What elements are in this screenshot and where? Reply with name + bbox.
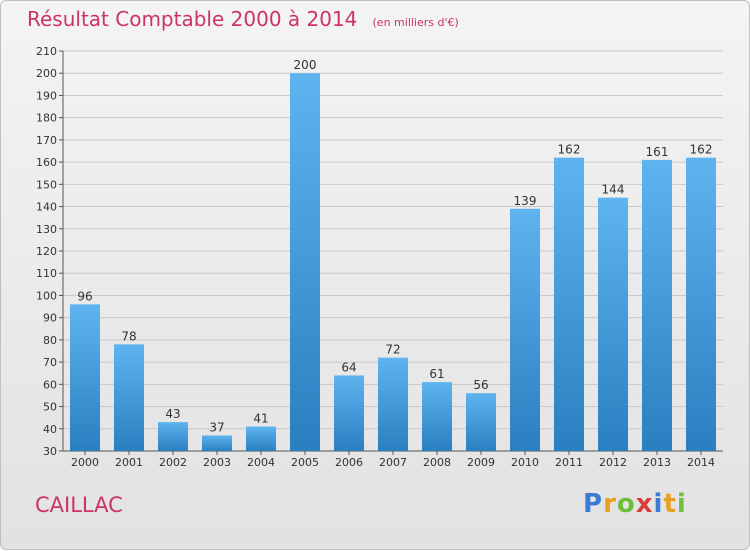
logo-letter: r bbox=[603, 489, 617, 519]
x-tick-label: 2004 bbox=[247, 456, 275, 469]
logo-letter: x bbox=[635, 489, 654, 519]
y-tick-label: 210 bbox=[36, 45, 57, 58]
x-tick-label: 2000 bbox=[71, 456, 99, 469]
x-tick-label: 2008 bbox=[423, 456, 451, 469]
y-tick-label: 50 bbox=[43, 401, 57, 414]
y-tick-label: 60 bbox=[43, 378, 57, 391]
y-tick-label: 200 bbox=[36, 67, 57, 80]
bar-2004 bbox=[246, 426, 276, 451]
x-tick-label: 2003 bbox=[203, 456, 231, 469]
logo-letter: i bbox=[676, 489, 687, 519]
bar-2003 bbox=[202, 435, 232, 451]
bar-2014 bbox=[686, 157, 716, 451]
bar-2005 bbox=[290, 73, 320, 451]
data-label: 96 bbox=[77, 289, 92, 303]
bar-2006 bbox=[334, 375, 364, 451]
y-tick-label: 150 bbox=[36, 178, 57, 191]
bar-2001 bbox=[114, 344, 144, 451]
logo-letter: i bbox=[653, 489, 664, 519]
y-tick-label: 70 bbox=[43, 356, 57, 369]
y-tick-label: 170 bbox=[36, 134, 57, 147]
x-tick-label: 2012 bbox=[599, 456, 627, 469]
chart-unit: (en milliers d'€) bbox=[372, 16, 459, 29]
data-label: 139 bbox=[514, 194, 537, 208]
x-tick-label: 2006 bbox=[335, 456, 363, 469]
y-tick-label: 180 bbox=[36, 112, 57, 125]
y-tick-label: 120 bbox=[36, 245, 57, 258]
data-label: 56 bbox=[473, 378, 488, 392]
x-tick-label: 2011 bbox=[555, 456, 583, 469]
chart-title-block: Résultat Comptable 2000 à 2014 (en milli… bbox=[27, 7, 459, 31]
x-tick-label: 2013 bbox=[643, 456, 671, 469]
bar-2002 bbox=[158, 422, 188, 451]
bar-2009 bbox=[466, 393, 496, 451]
data-label: 43 bbox=[165, 407, 180, 421]
y-tick-label: 30 bbox=[43, 445, 57, 458]
data-label: 41 bbox=[253, 412, 268, 426]
data-label: 162 bbox=[558, 143, 581, 157]
data-label: 162 bbox=[690, 143, 713, 157]
y-tick-label: 80 bbox=[43, 334, 57, 347]
chart-title: Résultat Comptable 2000 à 2014 bbox=[27, 7, 358, 31]
y-tick-label: 110 bbox=[36, 267, 57, 280]
x-tick-label: 2009 bbox=[467, 456, 495, 469]
bar-2012 bbox=[598, 197, 628, 451]
labels: 30 40 50 60 70 80 90 100 110 120 130 140 150 160 170 18… bbox=[36, 45, 715, 469]
data-label: 37 bbox=[209, 420, 224, 434]
data-label: 144 bbox=[602, 183, 625, 197]
bar-2008 bbox=[422, 382, 452, 451]
data-label: 61 bbox=[429, 367, 444, 381]
y-tick-label: 140 bbox=[36, 201, 57, 214]
data-label: 72 bbox=[385, 343, 400, 357]
data-label: 64 bbox=[341, 360, 356, 374]
town-name: CAILLAC bbox=[35, 493, 123, 517]
bar-2011 bbox=[554, 157, 584, 451]
x-tick-label: 2002 bbox=[159, 456, 187, 469]
y-tick-label: 40 bbox=[43, 423, 57, 436]
x-tick-label: 2007 bbox=[379, 456, 407, 469]
y-tick-label: 160 bbox=[36, 156, 57, 169]
x-tick-label: 2014 bbox=[687, 456, 715, 469]
y-tick-label: 90 bbox=[43, 312, 57, 325]
logo-letter: P bbox=[583, 489, 604, 519]
bar-2007 bbox=[378, 357, 408, 451]
bar-2010 bbox=[510, 208, 540, 451]
x-tick-label: 2001 bbox=[115, 456, 143, 469]
proxiti-logo[interactable]: Proxiti bbox=[583, 489, 687, 519]
logo-letter: o bbox=[616, 489, 636, 519]
bar-2013 bbox=[642, 159, 672, 451]
bar-2000 bbox=[70, 304, 100, 451]
data-label: 200 bbox=[294, 58, 317, 72]
logo-letter: t bbox=[663, 489, 677, 519]
y-tick-label: 190 bbox=[36, 89, 57, 102]
y-tick-label: 130 bbox=[36, 223, 57, 236]
bars bbox=[70, 73, 716, 451]
x-tick-label: 2010 bbox=[511, 456, 539, 469]
data-label: 161 bbox=[646, 145, 669, 159]
data-label: 78 bbox=[121, 329, 136, 343]
x-tick-label: 2005 bbox=[291, 456, 319, 469]
y-tick-label: 100 bbox=[36, 289, 57, 302]
